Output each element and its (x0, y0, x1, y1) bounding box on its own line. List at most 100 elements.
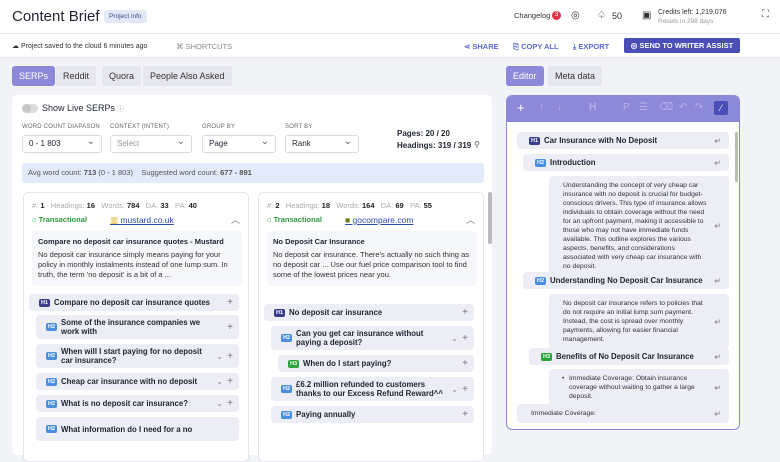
support-icon[interactable]: ◎ (571, 10, 580, 21)
fullscreen-icon[interactable]: ⛶ (762, 9, 769, 20)
editor-paragraph[interactable]: Understanding the concept of very cheap … (549, 176, 729, 276)
heading-item[interactable]: H2 What is no deposit car insurance? ⌄ + (36, 395, 239, 412)
help-icon[interactable]: ⓘ (117, 106, 124, 113)
bag-icon: ⌂ (267, 215, 274, 224)
tab-serps[interactable]: SERPs (12, 66, 56, 86)
serps-panel: Show Live SERPs ⓘ WORD COUNT DIAPASON 0 … (12, 95, 492, 462)
top-header: Content Brief Project info Changelog 3 ◎… (0, 0, 780, 34)
pin-icon[interactable]: ⚲ (474, 140, 480, 149)
send-to-writer-assist-button[interactable]: ◎ SEND TO WRITER ASSIST (624, 38, 740, 53)
avg-value: 713 (83, 168, 97, 177)
heading-item[interactable]: H1 No deposit car insurance + (264, 304, 474, 321)
card-meta: #: 2 Headings: 18 Words: 164 DA: 69 PA: … (267, 201, 432, 210)
group-by-select[interactable]: Page (202, 134, 276, 153)
collapse-icon[interactable]: ︿ (230, 215, 240, 225)
add-icon[interactable]: + (227, 376, 233, 387)
heading-item[interactable]: H2 What information do I need for a no (36, 417, 239, 441)
enter-icon: ↵ (714, 352, 721, 361)
word-count-select[interactable]: 0 - 1 803 (22, 134, 102, 153)
tab-editor[interactable]: Editor (506, 66, 544, 86)
add-icon[interactable]: + (227, 350, 233, 362)
shortcuts-button[interactable]: ⌘ SHORTCUTS (176, 42, 232, 51)
add-icon[interactable]: + (517, 100, 525, 115)
editor-heading[interactable]: H3 Benefits of No Deposit Car Insurance ↵ (529, 348, 729, 365)
paragraph-icon[interactable]: P (623, 102, 630, 113)
tab-quora[interactable]: Quora (102, 66, 142, 86)
tab-people-also-asked[interactable]: People Also Asked (143, 66, 232, 86)
snippet-title: No Deposit Car Insurance (273, 237, 365, 246)
credits-reset: Resets in 298 days (658, 18, 714, 25)
cloud-save-status: ☁ Project saved to the cloud 6 minutes a… (12, 42, 147, 50)
editor-paragraph[interactable]: No deposit car insurance refers to polic… (549, 294, 729, 349)
add-icon[interactable]: + (227, 321, 233, 333)
credits-icon: ▣ (642, 10, 652, 21)
share-button[interactable]: ⋖ SHARE (464, 42, 499, 51)
editor-paragraph[interactable]: Immediate Coverage: ↵ (517, 404, 729, 423)
add-icon[interactable]: + (462, 358, 468, 369)
changelog-link[interactable]: Changelog (514, 11, 551, 20)
filter-label: SORT BY (285, 124, 313, 130)
heading-item[interactable]: H2 £6.2 million refunded to customers tha… (271, 377, 474, 401)
sort-by-select[interactable]: Rank (285, 134, 359, 153)
enter-icon: ↵ (714, 158, 721, 167)
delete-icon[interactable]: ⌫ (659, 102, 674, 113)
snippet-desc: No deposit car insurance simply means pa… (38, 250, 228, 279)
move-up-icon[interactable]: ↑ (539, 102, 544, 113)
word-count-info: Avg word count: 713 (0 - 1 803) Suggeste… (22, 163, 484, 183)
notification-count: 50 (612, 11, 623, 21)
undo-icon[interactable]: ↶ (679, 102, 688, 113)
move-down-icon[interactable]: ↓ (557, 102, 562, 113)
site-link[interactable]: ▥ mustard.co.uk (110, 215, 174, 225)
snippet-desc: No deposit car insurance. There's actual… (273, 250, 469, 279)
heading-icon[interactable]: H (589, 102, 597, 113)
editor-list-item[interactable]: • Immediate Coverage: Obtain insurance co… (549, 369, 729, 406)
enter-icon: ↵ (714, 383, 721, 392)
heading-item[interactable]: H1 Compare no deposit car insurance quote… (29, 294, 239, 311)
tab-meta-data[interactable]: Meta data (548, 66, 603, 86)
export-label: EXPORT (578, 42, 610, 51)
editor-panel: + ↑ ↓ H P ☰ ⌫ ↶ ↷ ⁄ H1 Car Insurance with… (506, 95, 740, 430)
intent-label: ⌂ Transactional (32, 215, 87, 224)
scrollbar[interactable] (735, 132, 738, 182)
enter-icon: ↵ (714, 409, 721, 418)
add-icon[interactable]: + (462, 307, 468, 318)
add-icon[interactable]: + (462, 383, 468, 395)
site-link[interactable]: ■ gocompare.com (345, 215, 414, 225)
heading-item[interactable]: H2 Can you get car insurance without payi… (271, 326, 474, 350)
redo-icon[interactable]: ↷ (695, 102, 704, 113)
list-icon[interactable]: ☰ (639, 102, 648, 113)
export-button[interactable]: ⤓ EXPORT (573, 42, 609, 52)
heading-item[interactable]: H2 When will I start paying for no deposi… (36, 344, 239, 368)
avg-range: (0 - 1 803) (98, 168, 133, 177)
editor-heading[interactable]: H2 Understanding No Deposit Car Insurance… (523, 272, 729, 289)
copy-all-button[interactable]: ⎘ COPY ALL (513, 42, 559, 52)
snippet-title: Compare no deposit car insurance quotes … (38, 237, 224, 246)
page-title: Content Brief (12, 8, 100, 25)
heading-item[interactable]: H2 Paying annually + (271, 406, 474, 423)
add-icon[interactable]: + (462, 409, 468, 420)
tab-reddit[interactable]: Reddit (56, 66, 97, 86)
intent-label: ⌂ Transactional (267, 215, 322, 224)
send-label: SEND TO WRITER ASSIST (639, 41, 734, 50)
cloud-icon: ☁ (12, 43, 21, 50)
collapse-icon[interactable]: ︿ (465, 215, 475, 225)
add-icon[interactable]: + (227, 398, 233, 409)
magic-wand-icon[interactable]: ⁄ (714, 101, 728, 115)
heading-item[interactable]: H3 When do I start paying? + (278, 355, 474, 372)
suggested-value: 677 - 891 (220, 168, 252, 177)
add-icon[interactable]: + (462, 332, 468, 344)
live-serps-toggle[interactable] (22, 104, 38, 113)
heading-item[interactable]: H2 Some of the insurance companies we wor… (36, 315, 239, 339)
bell-icon[interactable]: ♤ (597, 10, 606, 21)
project-info-button[interactable]: Project info (104, 10, 147, 23)
editor-heading[interactable]: H1 Car Insurance with No Deposit ↵ (517, 132, 729, 149)
context-select[interactable]: Select (110, 134, 192, 153)
share-icon: ⋖ (464, 42, 473, 51)
heading-item[interactable]: H2 Cheap car insurance with no deposit ⌄ + (36, 373, 239, 390)
command-icon: ⌘ (176, 42, 186, 51)
serp-card: #: 2 Headings: 18 Words: 164 DA: 69 PA: … (258, 192, 484, 462)
editor-heading[interactable]: H2 Introduction ↵ (523, 154, 729, 171)
serp-snippet: Compare no deposit car insurance quotes … (32, 231, 242, 286)
add-icon[interactable]: + (227, 297, 233, 308)
scrollbar[interactable] (488, 192, 492, 244)
